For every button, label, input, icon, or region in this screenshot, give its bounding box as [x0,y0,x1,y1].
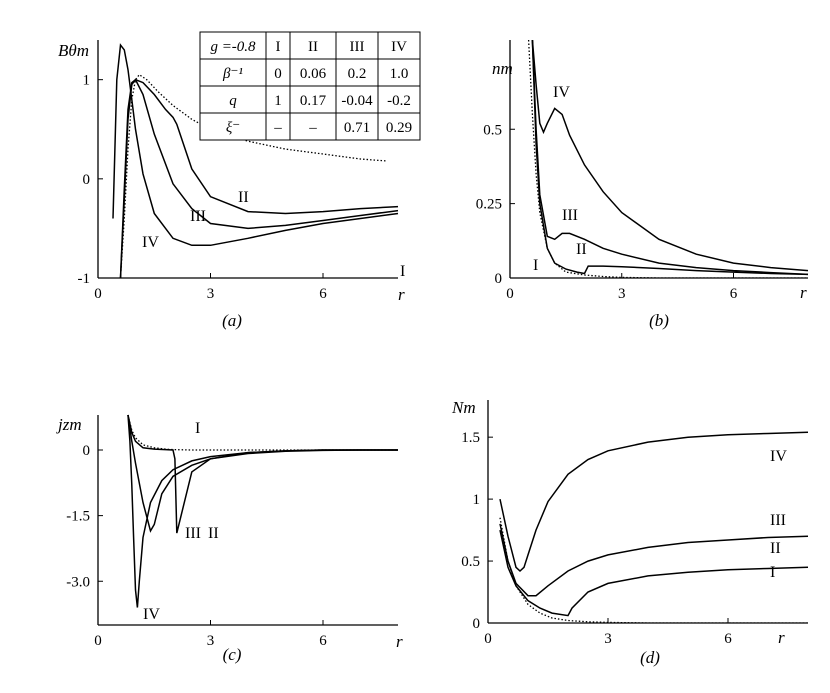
x-axis-label: r [396,632,403,651]
x-axis-label: r [800,283,807,302]
series-label-IV: IV [143,606,160,623]
y-tick-label: 0 [495,271,503,287]
table-header-cell: III [350,39,365,55]
y-axis-label: Nm [451,398,476,417]
table-row-label: β⁻¹ [222,66,243,82]
table-header-cell: II [308,39,318,55]
table-cell: – [273,120,282,136]
series-label-IV: IV [142,234,159,251]
series-line-III [531,39,809,276]
series-label-III: III [185,525,201,542]
table-cell: – [308,120,317,136]
table-cell: 0.17 [300,93,327,109]
table-header-cell: I [276,39,281,55]
x-axis-label: r [398,285,405,304]
series-line-IV [127,414,398,608]
param-table: g =-0.8 I II III IVβ⁻¹ 0 0.06 0.2 1.0q 1 0.17 -0.04… [199,31,421,141]
y-axis-label: nm [492,59,513,78]
series-line-III [127,414,398,533]
x-tick-label: 3 [207,633,215,649]
x-tick-label: 6 [730,286,738,302]
series-label-II: II [238,189,249,206]
y-tick-label: 1.5 [461,430,480,446]
series-label-I: I [400,263,405,280]
series-label-II: II [208,525,219,542]
series-line-IV [531,39,809,272]
table-row-label: ξ⁻ [226,120,240,136]
y-tick-label: 0.25 [476,197,502,213]
y-tick-label: -1.5 [66,509,90,525]
x-tick-label: 6 [319,633,327,649]
series-label-I: I [195,420,200,437]
series-line-I [127,414,398,451]
series-line-I [119,73,387,278]
table-cell: 0.2 [348,66,367,82]
series-line-III [119,78,399,278]
y-tick-label: 0.5 [483,122,502,138]
x-tick-label: 0 [94,633,102,649]
table-header-cell: g =-0.8 [210,39,256,55]
y-tick-label: 0.5 [461,554,480,570]
table-row-label: q [229,93,237,109]
series-label-I: I [533,257,538,274]
panel-caption: (c) [223,645,242,664]
y-tick-label: 0 [83,172,91,188]
series-label-I: I [770,564,775,581]
x-tick-label: 0 [484,631,492,647]
series-label-III: III [770,512,786,529]
x-tick-label: 0 [506,286,514,302]
table-cell: 0.06 [300,66,327,82]
series-line-II [499,529,809,617]
series-line-II [531,39,809,276]
series-line-IV [499,431,809,573]
series-label-III: III [562,207,578,224]
y-axis-label: Bθm [58,41,89,60]
x-tick-label: 0 [94,286,102,302]
panel-caption: (b) [649,311,669,330]
y-axis-label: jzm [56,415,82,434]
x-tick-label: 6 [724,631,732,647]
x-tick-label: 3 [618,286,626,302]
table-cell: 0 [274,66,282,82]
series-line-IV [112,43,399,247]
series-label-II: II [576,241,587,258]
table-cell: 1.0 [390,66,409,82]
table-cell: 0.29 [386,120,412,136]
x-tick-label: 3 [604,631,612,647]
y-tick-label: -1 [78,271,91,287]
x-axis-label: r [778,628,785,647]
table-cell: 0.71 [344,120,370,136]
y-tick-label: -3.0 [66,574,90,590]
series-line-III [499,523,809,597]
y-tick-label: 0 [83,443,91,459]
y-tick-label: 0 [473,616,481,632]
table-header-cell: IV [391,39,407,55]
series-label-III: III [190,208,206,225]
series-label-II: II [770,540,781,557]
panel-caption: (d) [640,648,660,667]
x-tick-label: 6 [319,286,327,302]
series-line-I [527,39,808,278]
table-cell: -0.2 [387,93,411,109]
table-cell: -0.04 [341,93,373,109]
y-tick-label: 1 [83,73,91,89]
y-tick-label: 1 [473,492,481,508]
panel-caption: (a) [222,311,242,330]
series-label-IV: IV [770,448,787,465]
series-label-IV: IV [553,84,570,101]
x-tick-label: 3 [207,286,215,302]
series-line-I [499,517,808,623]
table-cell: 1 [274,93,282,109]
